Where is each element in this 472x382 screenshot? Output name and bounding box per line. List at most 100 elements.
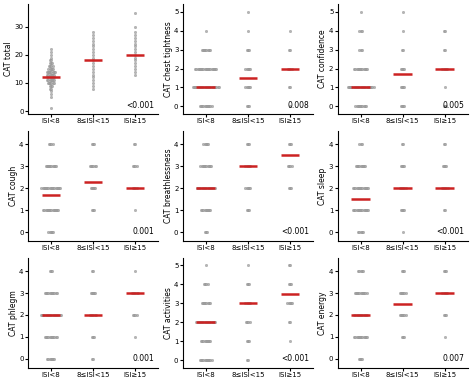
Point [398,334,405,340]
Point [48,83,56,89]
Point [357,356,365,362]
Point [354,334,362,340]
Point [209,65,217,71]
Point [41,290,49,296]
Point [359,84,367,91]
Point [45,290,52,296]
Point [356,207,364,213]
Point [211,65,219,71]
Point [89,69,97,75]
Point [204,207,212,213]
Point [196,319,203,325]
Y-axis label: CAT sleep: CAT sleep [319,167,328,204]
Point [51,71,58,78]
Point [89,66,97,72]
Point [45,229,52,235]
Point [45,185,52,191]
Point [46,66,53,72]
Point [286,262,293,269]
Point [440,65,447,71]
Point [355,334,362,340]
Point [201,141,208,147]
Point [357,9,364,15]
Point [90,312,97,318]
Point [200,300,208,306]
Point [401,312,408,318]
Point [362,103,370,109]
Point [402,290,409,296]
Point [357,103,365,109]
Point [200,84,207,91]
Point [47,334,55,340]
Point [41,334,49,340]
Point [201,207,208,213]
Point [203,338,211,344]
Point [90,163,97,169]
Point [441,334,448,340]
Point [47,49,55,55]
Point [193,65,200,71]
Point [87,312,95,318]
Point [46,356,53,362]
Point [89,80,97,86]
Point [398,47,406,53]
Point [51,312,59,318]
Point [88,185,95,191]
Point [194,84,201,91]
Point [47,71,55,78]
Point [245,163,253,169]
Point [40,312,47,318]
Point [202,207,210,213]
Point [358,229,366,235]
Point [399,290,407,296]
Point [361,290,368,296]
Point [46,290,53,296]
Point [438,290,446,296]
Point [352,207,359,213]
Point [45,69,53,75]
Point [197,103,205,109]
Point [214,84,221,91]
Point [245,207,253,213]
Point [397,65,405,71]
Point [358,163,366,169]
Point [245,141,253,147]
Point [47,185,55,191]
Point [285,141,293,147]
Point [89,32,97,38]
Point [441,103,448,109]
Point [287,84,294,91]
Point [87,185,94,191]
Point [355,65,362,71]
Point [288,65,295,71]
Point [89,71,97,78]
Point [207,185,215,191]
Text: 0.005: 0.005 [442,100,464,110]
Point [354,163,361,169]
Point [131,66,139,72]
Point [356,312,364,318]
Point [200,103,207,109]
Point [131,60,139,66]
Point [89,63,97,69]
Point [362,207,370,213]
Point [205,357,213,363]
Point [43,312,51,318]
Y-axis label: CAT activities: CAT activities [164,287,173,339]
Point [356,334,364,340]
Point [360,103,367,109]
Point [351,290,359,296]
Point [199,163,207,169]
Point [198,163,205,169]
Point [210,185,217,191]
Point [243,300,250,306]
Point [215,84,222,91]
Point [133,185,141,191]
Point [347,84,355,91]
Point [349,185,357,191]
Point [439,185,447,191]
Point [354,84,362,91]
Point [440,312,447,318]
Point [129,163,137,169]
Point [131,163,138,169]
